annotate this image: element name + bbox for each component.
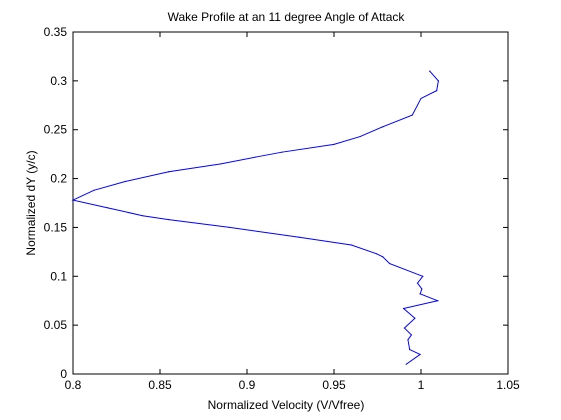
data-point (376, 253, 378, 255)
data-point (168, 219, 170, 221)
y-axis-label: Normalized dY (y/c) (24, 150, 38, 255)
y-tick-label: 0.3 (50, 74, 67, 88)
data-point (419, 293, 421, 295)
y-tick-label: 0.05 (44, 318, 68, 332)
data-point (409, 348, 411, 351)
data-point (411, 114, 413, 116)
y-tick-label: 0.35 (44, 25, 68, 39)
data-point (436, 90, 438, 92)
data-point (382, 256, 384, 258)
data-point (419, 353, 421, 356)
wake-profile-points (72, 70, 439, 365)
data-point (436, 300, 439, 302)
y-tick-label: 0.2 (50, 172, 67, 186)
x-tick-label: 0.85 (148, 378, 172, 392)
plot-area (72, 31, 509, 375)
data-point (142, 215, 144, 217)
data-point (333, 143, 335, 145)
data-point (421, 288, 423, 290)
x-tick-label: 0.8 (65, 378, 82, 392)
data-point (93, 189, 95, 191)
data-point (298, 236, 300, 238)
data-point (359, 135, 361, 138)
x-tick-label: 0.95 (322, 378, 346, 392)
x-axis-label: Normalized Velocity (V/Vfree) (208, 398, 365, 412)
x-tick-label: 1 (418, 378, 425, 392)
data-point (220, 163, 222, 165)
data-point (281, 151, 283, 153)
data-point (437, 80, 439, 82)
data-point (350, 244, 352, 246)
y-tick-label: 0 (60, 367, 67, 381)
data-point (107, 207, 109, 209)
data-point (255, 156, 257, 158)
x-axis-ticks: 0.8 0.85 0.9 0.95 1 1.05 (65, 32, 520, 392)
data-point (229, 226, 231, 229)
chart-title: Wake Profile at an 11 degree Angle of At… (168, 10, 406, 24)
data-point (416, 282, 419, 284)
data-point (405, 363, 407, 365)
data-point (410, 334, 413, 336)
data-point (407, 339, 409, 341)
data-point (420, 97, 422, 100)
data-point (414, 317, 416, 319)
data-point (403, 327, 406, 329)
data-point (422, 275, 424, 277)
data-point (382, 126, 384, 128)
data-point (72, 199, 74, 201)
data-point (389, 262, 391, 265)
x-tick-label: 1.05 (496, 378, 520, 392)
y-tick-label: 0.1 (50, 269, 67, 283)
data-point (124, 180, 126, 183)
x-tick-label: 0.9 (239, 378, 256, 392)
y-axis-ticks: 0 0.05 0.1 0.15 0.2 0.25 0.3 0.35 (44, 25, 508, 381)
data-point (403, 307, 405, 310)
y-tick-label: 0.25 (44, 123, 68, 137)
data-point (429, 70, 431, 72)
data-point (168, 171, 170, 173)
y-tick-label: 0.15 (44, 220, 68, 234)
